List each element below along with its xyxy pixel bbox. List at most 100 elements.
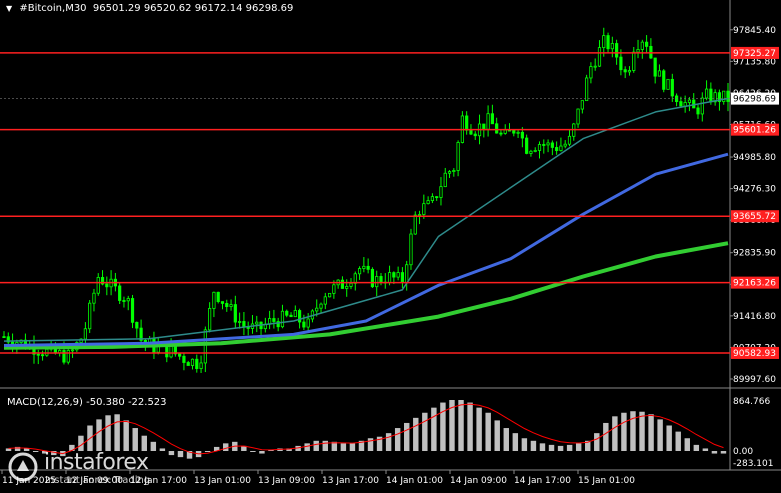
candle-body	[465, 115, 469, 131]
candle-body	[40, 354, 45, 357]
macd-histogram-bar	[69, 444, 75, 451]
candle-body	[6, 336, 10, 343]
level-price-label: 92163.26	[733, 279, 776, 289]
macd-histogram-bar	[204, 451, 211, 453]
macd-histogram-bar	[114, 414, 120, 451]
macd-histogram-bar	[150, 441, 157, 451]
macd-axis-label: 0.00	[733, 447, 753, 457]
candle-body	[362, 265, 366, 269]
macd-histogram-bar	[404, 422, 410, 451]
candle-body	[679, 101, 683, 107]
candle-body	[482, 123, 486, 130]
high-value: 96520.62	[143, 3, 192, 14]
candle-body	[490, 113, 494, 125]
time-tick-label: 13 Jan 09:00	[258, 476, 315, 486]
macd-histogram-bar	[322, 440, 328, 451]
candle-body	[349, 282, 353, 287]
level-price-label: 90582.93	[733, 349, 776, 359]
macd-indicator-label: MACD(12,26,9) -50.380 -22.523	[7, 397, 167, 408]
macd-histogram-bar	[630, 411, 636, 451]
candle-body	[130, 298, 135, 323]
candle-body	[447, 171, 452, 174]
candle-body	[327, 292, 332, 298]
candle-body	[499, 132, 503, 135]
macd-histogram-bar	[394, 428, 401, 451]
candle-body	[585, 77, 589, 102]
candle-body	[272, 318, 276, 322]
macd-histogram-bar	[14, 446, 21, 451]
macd-histogram-bar	[32, 451, 39, 452]
moving-average-mid	[3, 152, 729, 347]
macd-histogram-bar	[657, 419, 663, 451]
candle-body	[593, 65, 597, 68]
macd-axis-label: 864.766	[733, 397, 770, 407]
macd-histogram-bar	[349, 443, 356, 451]
macd-histogram-bar	[286, 448, 292, 451]
macd-histogram-bar	[585, 440, 591, 451]
candle-body	[199, 362, 203, 369]
dropdown-triangle-icon[interactable]: ▼	[6, 4, 13, 13]
time-tick-label: 13 Jan 01:00	[194, 476, 251, 486]
candle-body	[640, 41, 644, 50]
candle-body	[379, 276, 383, 283]
candle-body	[92, 292, 96, 304]
instaforex-logo-icon	[8, 452, 38, 482]
candle-body	[135, 321, 139, 329]
candle-body	[503, 129, 507, 134]
current-price-tag	[731, 92, 779, 105]
candle-body	[704, 88, 709, 99]
candle-body	[285, 310, 289, 316]
candle-body	[238, 321, 242, 323]
candle-body	[302, 321, 306, 328]
level-price-label: 97325.27	[733, 49, 776, 59]
candle-body	[357, 268, 362, 275]
candle-body	[340, 279, 345, 289]
candle-body	[345, 285, 349, 289]
macd-histogram-bar	[557, 445, 564, 451]
time-tick-label: 12 Jan 09:00	[66, 476, 123, 486]
price-tick-label: 97135.80	[733, 57, 776, 67]
time-tick-label: 14 Jan 09:00	[450, 476, 507, 486]
candle-body	[242, 321, 246, 327]
chart-title: ▼ #Bitcoin,M30 96501.29 96520.62 96172.1…	[6, 3, 293, 14]
candle-body	[726, 90, 730, 102]
candle-body	[417, 214, 422, 216]
macd-name: MACD(12,26,9)	[7, 397, 83, 408]
macd-histogram-bar	[603, 422, 609, 451]
low-value: 96172.14	[194, 3, 243, 14]
candle-body	[722, 90, 726, 103]
candle-body	[315, 307, 319, 312]
candle-body	[289, 314, 293, 318]
candle-body	[473, 133, 477, 137]
macd-histogram-bar	[23, 448, 30, 451]
candle-body	[118, 285, 122, 301]
price-tick-label: 94276.30	[733, 185, 776, 195]
macd-histogram-bar	[358, 440, 365, 451]
macd-histogram-bar	[467, 402, 473, 451]
candle-body	[126, 298, 130, 302]
macd-histogram-bar	[711, 451, 718, 454]
watermark-tagline: Instant Forex Trading	[45, 475, 151, 486]
candle-body	[405, 264, 409, 283]
macd-histogram-bar	[250, 451, 256, 452]
macd-signal-line	[8, 403, 724, 455]
candle-body	[413, 214, 417, 235]
candle-body	[657, 70, 662, 77]
candle-body	[229, 304, 233, 307]
macd-histogram-bar	[575, 443, 582, 451]
candle-body	[370, 268, 375, 288]
macd-histogram-bar	[548, 444, 555, 451]
candle-body	[216, 291, 220, 303]
macd-histogram-bar	[331, 441, 338, 451]
candle-body	[559, 145, 563, 151]
macd-histogram-bar	[594, 433, 600, 451]
candle-body	[653, 57, 657, 77]
candle-body	[529, 150, 533, 154]
candle-body	[190, 358, 195, 366]
macd-histogram-bar	[313, 440, 319, 451]
candle-body	[486, 113, 490, 130]
candle-body	[516, 131, 520, 134]
candle-body	[225, 303, 229, 307]
